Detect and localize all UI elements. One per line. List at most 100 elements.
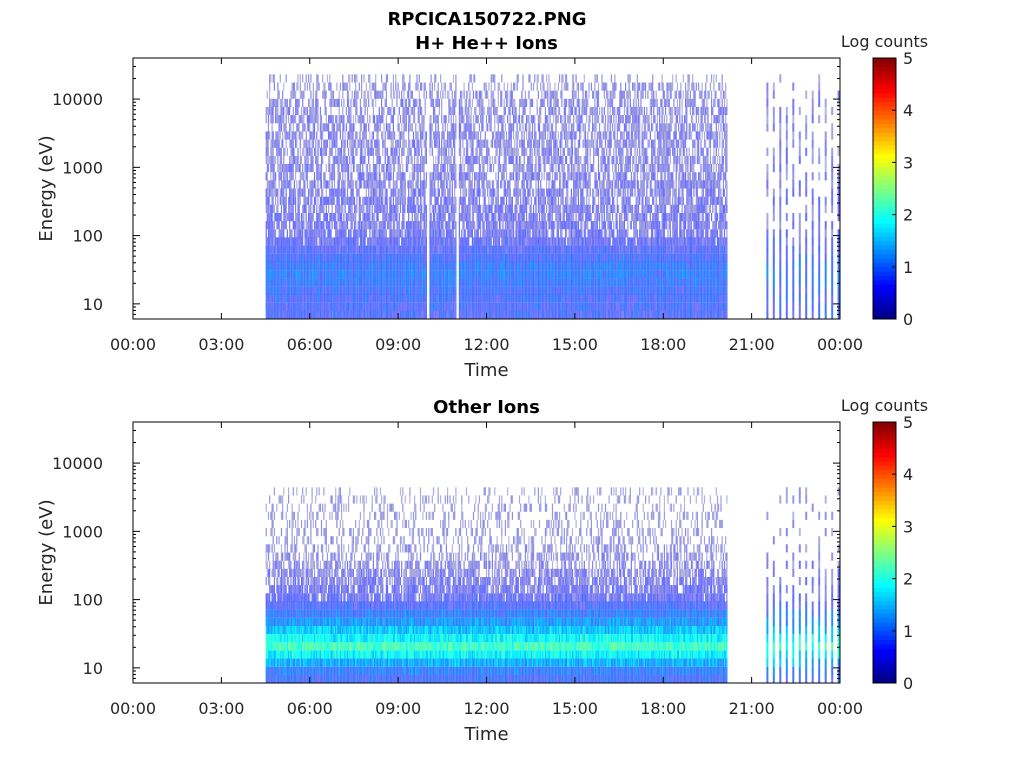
heatmap-cell (370, 302, 372, 311)
heatmap-cell (296, 221, 298, 230)
heatmap-cell (471, 164, 473, 173)
heatmap-cell (377, 139, 379, 148)
heatmap-cell (317, 74, 319, 83)
heatmap-cell (305, 139, 307, 148)
heatmap-cell (483, 204, 485, 213)
heatmap-cell (505, 204, 508, 213)
heatmap-cell (339, 261, 341, 271)
heatmap-cell (392, 180, 394, 189)
heatmap-cell (418, 302, 420, 311)
heatmap-cell (431, 147, 433, 156)
heatmap-cell (385, 164, 387, 173)
heatmap-cell (478, 90, 480, 99)
heatmap-cell (286, 261, 288, 271)
heatmap-cell (409, 196, 411, 205)
heatmap-cell (522, 229, 524, 238)
heatmap-cell (382, 204, 384, 213)
heatmap-cell (266, 302, 268, 311)
heatmap-cell (403, 278, 405, 287)
heatmap-cell (383, 213, 385, 222)
heatmap-cell (422, 115, 424, 124)
heatmap-cell (430, 131, 432, 140)
heatmap-cell (273, 245, 275, 254)
heatmap-cell (331, 147, 333, 156)
heatmap-cell (434, 196, 436, 205)
heatmap-cell (269, 294, 271, 303)
heatmap-cell (322, 310, 324, 319)
heatmap-cell (320, 270, 323, 279)
heatmap-cell (297, 213, 299, 222)
heatmap-cell (494, 139, 496, 148)
heatmap-cell (440, 204, 442, 213)
heatmap-cell (464, 261, 466, 271)
heatmap-cell (352, 139, 354, 148)
heatmap-cell (335, 221, 337, 230)
heatmap-cell (341, 196, 343, 205)
heatmap-cell (518, 253, 521, 262)
heatmap-cell (277, 139, 279, 148)
heatmap-cell (409, 123, 411, 132)
heatmap-cell (302, 188, 304, 197)
heatmap-cell (292, 286, 294, 295)
heatmap-cell (382, 131, 384, 140)
heatmap-cell (329, 237, 331, 246)
heatmap-cell (285, 106, 287, 116)
heatmap-cell (299, 245, 301, 254)
heatmap-cell (270, 245, 272, 254)
heatmap-cell (429, 204, 431, 213)
heatmap-cell (266, 294, 268, 303)
heatmap-cell (292, 302, 294, 311)
heatmap-cell (416, 286, 418, 295)
heatmap-cell (348, 90, 350, 99)
heatmap-cell (411, 139, 413, 148)
heatmap-cell (392, 278, 394, 287)
heatmap-cell (386, 164, 389, 173)
heatmap-cell (276, 253, 278, 262)
heatmap-cell (282, 245, 284, 254)
heatmap-cell (395, 196, 397, 205)
heatmap-cell (438, 131, 440, 140)
heatmap-cell (518, 213, 521, 222)
heatmap-cell (514, 164, 516, 173)
heatmap-cell (471, 261, 473, 271)
heatmap-cell (332, 302, 334, 311)
heatmap-cell (523, 221, 525, 230)
heatmap-cell (379, 115, 382, 124)
heatmap-cell (322, 90, 324, 99)
heatmap-cell (325, 147, 327, 156)
heatmap-cell (472, 196, 475, 205)
heatmap-cell (491, 245, 493, 254)
heatmap-cell (273, 164, 275, 173)
heatmap-cell (405, 253, 407, 262)
heatmap-cell (324, 196, 326, 205)
heatmap-cell (444, 123, 446, 132)
heatmap-cell (277, 245, 279, 254)
heatmap-cell (430, 172, 432, 181)
heatmap-cell (370, 188, 372, 197)
heatmap-cell (450, 139, 452, 148)
heatmap-cell (487, 221, 489, 230)
heatmap-cell (504, 253, 506, 262)
heatmap-cell (311, 245, 313, 254)
heatmap-cell (518, 172, 521, 181)
heatmap-cell (517, 237, 519, 246)
heatmap-cell (265, 253, 267, 262)
heatmap-cell (451, 302, 453, 311)
heatmap-cell (412, 131, 415, 140)
heatmap-cell (355, 74, 357, 83)
heatmap-cell (421, 139, 423, 148)
heatmap-cell (286, 229, 288, 238)
heatmap-cell (394, 106, 396, 116)
heatmap-cell (275, 237, 277, 246)
heatmap-cell (478, 310, 480, 319)
heatmap-cell (317, 229, 319, 238)
heatmap-cell (469, 164, 471, 173)
heatmap-cell (351, 261, 353, 271)
heatmap-cell (515, 188, 517, 197)
heatmap-cell (326, 286, 328, 295)
heatmap-cell (450, 310, 452, 319)
heatmap-cell (364, 278, 366, 287)
heatmap-cell (338, 270, 340, 279)
heatmap-cell (271, 188, 273, 197)
heatmap-cell (516, 302, 518, 311)
